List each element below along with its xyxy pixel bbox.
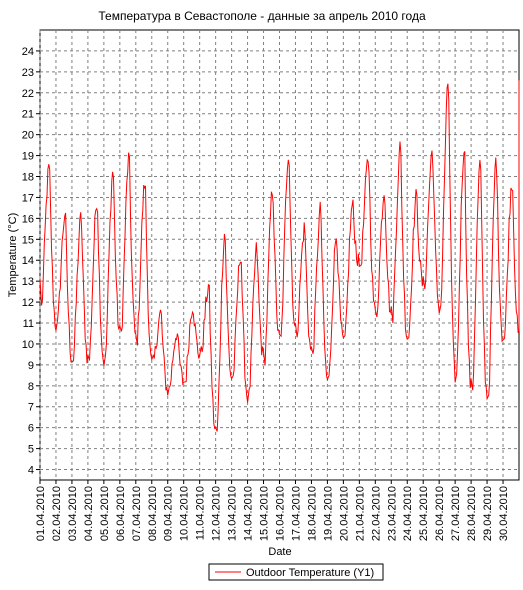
y-tick-label: 13 [22, 276, 34, 288]
x-tick-label: 13.04.2010 [227, 486, 239, 541]
y-axis-ticks: 4 5 6 7 8 9 10 11 12 13 14 15 16 17 18 19 20 21 22 23 24 [22, 46, 40, 477]
y-tick-label: 5 [28, 444, 34, 456]
y-tick-label: 23 [22, 67, 34, 79]
y-tick-label: 19 [22, 151, 34, 163]
y-tick-label: 14 [22, 255, 34, 267]
x-tick-label: 28.04.2010 [466, 486, 478, 541]
x-tick-label: 09.04.2010 [163, 486, 175, 541]
x-tick-label: 11.04.2010 [195, 486, 207, 540]
y-tick-label: 12 [22, 297, 34, 309]
y-tick-label: 16 [22, 213, 34, 225]
x-tick-label: 19.04.2010 [322, 486, 334, 541]
x-tick-label: 06.04.2010 [115, 486, 127, 541]
y-axis-label: Temperature (°C) [7, 213, 19, 297]
x-axis-ticks: 01.04.2010 02.04.2010 03.04.2010 04.04.2010… [35, 480, 510, 541]
x-tick-label: 15.04.2010 [259, 486, 271, 541]
y-tick-label: 17 [22, 192, 34, 204]
x-tick-label: 05.04.2010 [99, 486, 111, 541]
x-tick-label: 25.04.2010 [418, 486, 430, 541]
x-tick-label: 17.04.2010 [290, 486, 302, 541]
grid-lines [39, 30, 519, 480]
y-tick-label: 7 [28, 402, 34, 414]
y-tick-label: 4 [28, 465, 34, 477]
x-tick-label: 18.04.2010 [306, 486, 318, 541]
x-tick-label: 02.04.2010 [51, 486, 63, 541]
legend-entry-outdoor-temperature: Outdoor Temperature (Y1) [246, 567, 374, 579]
legend-box [208, 563, 384, 581]
x-tick-label: 30.04.2010 [498, 486, 510, 541]
series-line-outdoor-temperature [39, 80, 520, 432]
x-tick-label: 16.04.2010 [275, 486, 287, 541]
y-tick-label: 24 [22, 46, 34, 58]
y-tick-label: 15 [22, 234, 34, 246]
legend: Outdoor Temperature (Y1) [208, 563, 384, 581]
x-tick-label: 12.04.2010 [211, 486, 223, 541]
x-tick-label: 26.04.2010 [434, 486, 446, 541]
x-tick-label: 20.04.2010 [338, 486, 350, 541]
x-tick-label: 03.04.2010 [67, 486, 79, 541]
y-tick-label: 18 [22, 172, 34, 184]
y-tick-label: 11 [23, 318, 34, 330]
y-tick-label: 8 [28, 381, 34, 393]
y-tick-label: 6 [28, 423, 34, 435]
x-tick-label: 07.04.2010 [131, 486, 143, 541]
x-tick-label: 08.04.2010 [147, 486, 159, 541]
y-tick-label: 21 [22, 109, 34, 121]
x-tick-label: 27.04.2010 [450, 486, 462, 541]
x-tick-label: 01.04.2010 [35, 486, 47, 541]
x-tick-label: 29.04.2010 [482, 486, 494, 541]
y-tick-label: 9 [28, 360, 34, 372]
x-tick-label: 24.04.2010 [402, 486, 414, 541]
chart-title: Температура в Севастополе - данные за ап… [98, 9, 426, 23]
x-tick-label: 23.04.2010 [386, 486, 398, 541]
x-tick-label: 10.04.2010 [179, 486, 191, 541]
y-tick-label: 10 [22, 339, 34, 351]
x-axis-label: Date [268, 546, 291, 558]
x-tick-label: 21.04.2010 [354, 486, 366, 541]
y-tick-label: 20 [22, 130, 34, 142]
x-tick-label: 14.04.2010 [243, 486, 255, 541]
x-tick-label: 04.04.2010 [83, 486, 95, 541]
x-tick-label: 22.04.2010 [370, 486, 382, 541]
y-tick-label: 22 [22, 88, 34, 100]
